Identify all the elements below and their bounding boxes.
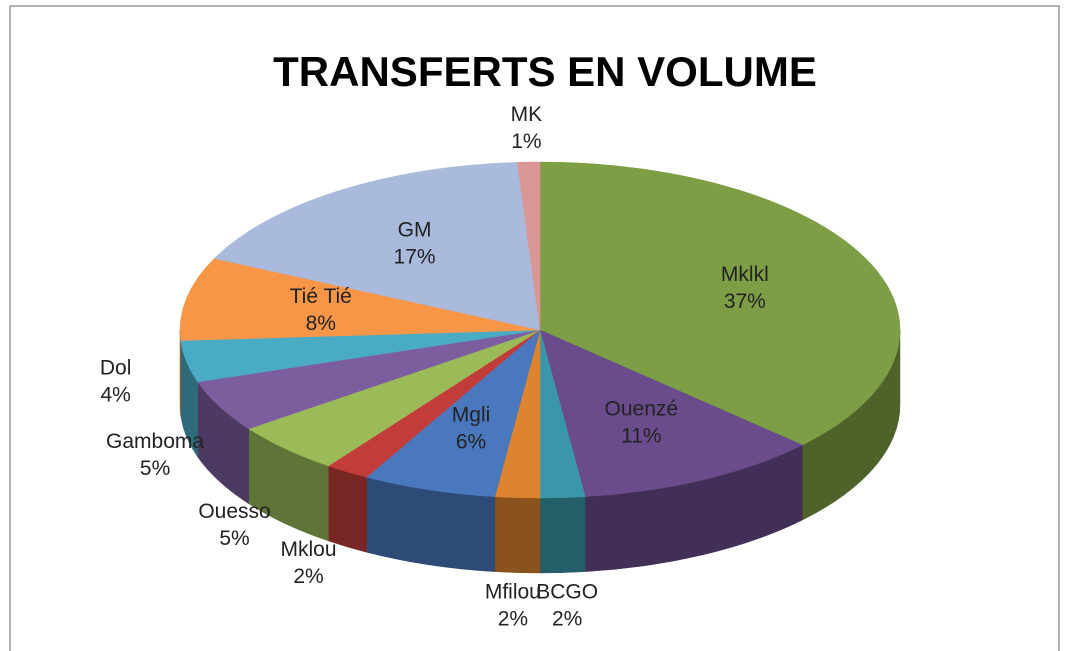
slice-label: Tié Tié xyxy=(290,285,352,308)
pie-side xyxy=(494,496,541,574)
pie-labels: Mklkl 37% Ouenzé 11% BCGO 2% Mfilou 2% Mgli 6% Mkl… xyxy=(100,103,769,631)
slice-value-label: 5% xyxy=(140,457,170,480)
slice-value-label: 2% xyxy=(552,608,582,631)
pie-side xyxy=(539,496,586,574)
slice-value-label: 4% xyxy=(100,383,130,406)
slice-label: Dol xyxy=(100,356,132,379)
slice-label: Ouesso xyxy=(198,500,270,523)
pie-slice xyxy=(213,162,541,331)
chart-border xyxy=(9,5,1060,651)
slice-value-label: 5% xyxy=(219,527,249,550)
slice-label: Ouenzé xyxy=(605,397,679,420)
slice-label: Mgli xyxy=(452,404,491,427)
slice-value-label: 2% xyxy=(498,608,528,631)
pie-side xyxy=(179,329,181,416)
slice-value-label: 2% xyxy=(293,565,323,588)
slice-label: Gamboma xyxy=(106,430,204,453)
slice-value-label: 6% xyxy=(456,431,486,454)
slice-value-label: 8% xyxy=(306,312,336,335)
pie-sides xyxy=(179,329,901,574)
pie-slice xyxy=(539,161,901,446)
slice-label: MK xyxy=(511,103,543,126)
pie-slice xyxy=(517,161,541,331)
slice-label: Mfilou xyxy=(485,581,541,604)
pie-slice xyxy=(539,329,804,497)
pie-slice xyxy=(179,258,541,341)
slice-label: Mklou xyxy=(281,538,337,561)
slice-value-label: 17% xyxy=(394,245,436,268)
slice-value-label: 11% xyxy=(621,424,661,447)
slice-label: BCGO xyxy=(536,581,598,604)
slice-value-label: 1% xyxy=(511,130,541,153)
chart-title: TRANSFERTS EN VOLUME xyxy=(273,48,817,95)
slice-label: Mklkl xyxy=(721,263,769,286)
slice-label: GM xyxy=(398,218,432,241)
pie-tops xyxy=(179,161,901,499)
slice-value-label: 37% xyxy=(724,290,766,313)
pie-slice xyxy=(366,329,541,497)
